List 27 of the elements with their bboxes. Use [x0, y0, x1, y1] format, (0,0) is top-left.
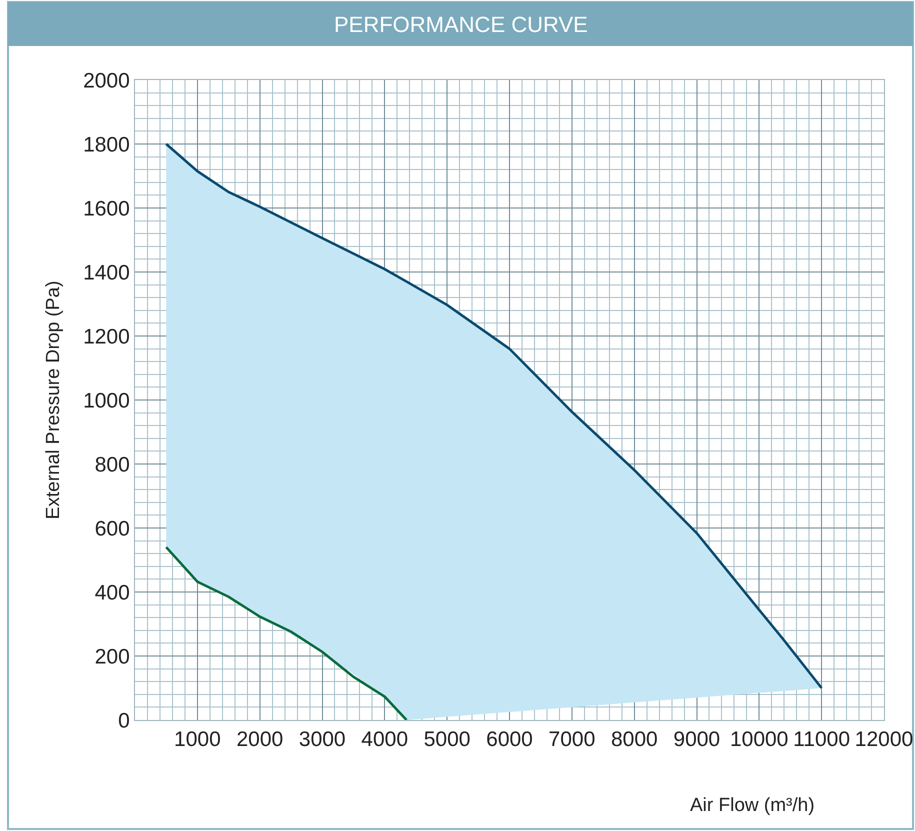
- y-tick-label: 1000: [83, 389, 130, 412]
- y-tick-label: 1400: [83, 261, 130, 284]
- y-tick-label: 0: [118, 709, 130, 732]
- x-tick-label: 10000: [730, 728, 788, 752]
- x-tick-label: 6000: [486, 728, 533, 752]
- y-tick-label: 400: [94, 581, 130, 604]
- x-tick-label: 4000: [361, 728, 408, 752]
- x-tick-label: 7000: [548, 728, 596, 752]
- y-tick-label: 1600: [83, 197, 130, 220]
- x-tick-label: 8000: [610, 728, 658, 752]
- x-tick-label: 1000: [174, 728, 221, 752]
- line-series: [164, 546, 408, 720]
- y-tick-label: 600: [94, 517, 130, 540]
- y-tick-label: 1800: [83, 133, 130, 156]
- y-tick-label: 1200: [83, 325, 130, 348]
- y-tick-label: 200: [94, 645, 130, 668]
- x-tick-label: 9000: [673, 728, 720, 752]
- x-axis-title: Air Flow (m³/h): [690, 795, 815, 816]
- chart-title: PERFORMANCE CURVE: [334, 12, 588, 37]
- x-tick-label: 11000: [793, 728, 850, 752]
- x-tick-label: 3000: [298, 728, 346, 752]
- y-tick-label: 2000: [83, 69, 130, 92]
- x-tick-label: 2000: [236, 728, 284, 752]
- y-tick-label: 800: [94, 453, 130, 476]
- y-axis-title: External Pressure Drop (Pa): [42, 280, 64, 520]
- x-tick-label: 5000: [424, 728, 470, 752]
- x-tick-label: 12000: [854, 728, 914, 752]
